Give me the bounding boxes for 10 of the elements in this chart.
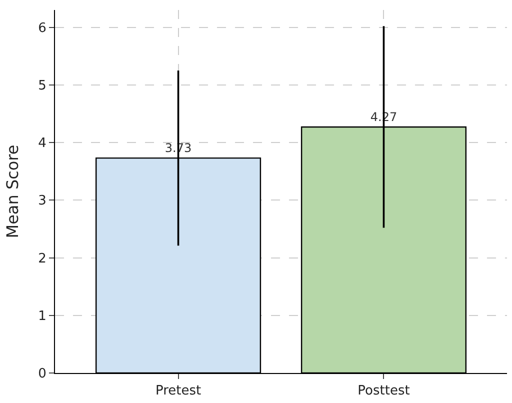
y-axis-title: Mean Score xyxy=(3,144,22,238)
y-tick-label: 4 xyxy=(38,136,46,152)
y-tick-label: 5 xyxy=(38,78,46,94)
y-tick-label: 1 xyxy=(38,308,46,324)
x-tick-label: Pretest xyxy=(155,384,202,399)
y-tick-label: 2 xyxy=(38,251,46,266)
y-tick-label: 3 xyxy=(38,194,46,209)
y-tick-label: 0 xyxy=(38,366,46,382)
y-tick-label: 6 xyxy=(38,20,46,36)
x-tick-label: Posttest xyxy=(358,384,410,399)
